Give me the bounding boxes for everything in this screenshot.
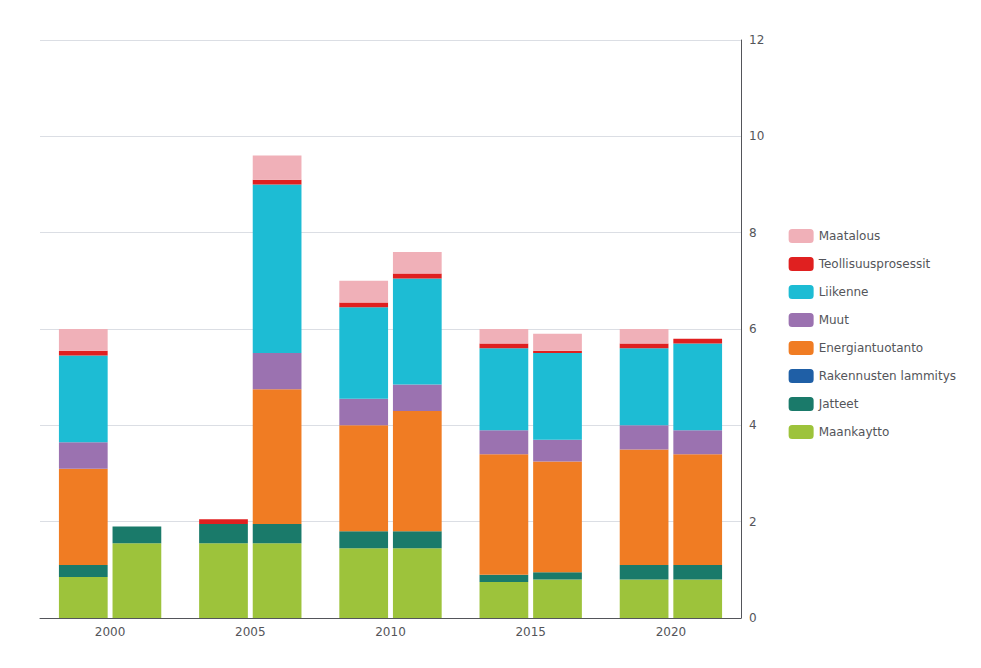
svg-text:2005: 2005 [235,625,266,639]
svg-text:Maatalous: Maatalous [819,229,881,243]
svg-text:Teollisuusprosessit: Teollisuusprosessit [818,257,931,271]
svg-text:12: 12 [749,33,764,47]
svg-text:2: 2 [749,515,757,529]
svg-text:2010: 2010 [375,625,406,639]
svg-text:Muut: Muut [819,313,850,327]
svg-text:Maankaytto: Maankaytto [819,425,890,439]
svg-text:Liikenne: Liikenne [819,285,869,299]
svg-text:2020: 2020 [656,625,687,639]
svg-text:2015: 2015 [515,625,546,639]
svg-text:Jatteet: Jatteet [818,397,859,411]
svg-text:2000: 2000 [95,625,126,639]
svg-text:10: 10 [749,129,764,143]
svg-text:8: 8 [749,226,757,240]
svg-text:6: 6 [749,322,757,336]
svg-text:Rakennusten lammitys: Rakennusten lammitys [819,369,956,383]
svg-text:4: 4 [749,418,757,432]
svg-text:Energiantuotanto: Energiantuotanto [819,341,924,355]
svg-text:0: 0 [749,611,757,625]
